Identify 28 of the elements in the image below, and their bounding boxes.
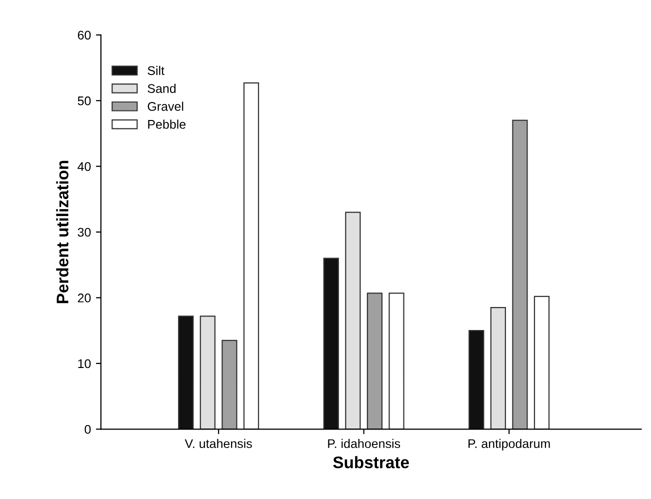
x-tick-label: P. idahoensis [328,438,400,448]
legend-label: Gravel [148,102,184,111]
bar [388,292,404,430]
legend-label: Silt [148,66,164,76]
x-axis-title: Substrate [333,456,409,468]
bar [490,307,506,430]
bar [345,212,361,430]
x-tick-label: V. utahensis [184,438,252,448]
bar [323,258,339,430]
bar [512,120,528,430]
y-tick-label: 10 [78,359,91,368]
bar [468,330,484,430]
bar [178,316,194,430]
bar [243,82,260,430]
y-tick-label: 0 [84,424,91,434]
y-tick-label: 30 [78,228,91,237]
bar [366,292,383,430]
y-tick-label: 40 [78,162,91,171]
y-tick-label: 60 [78,30,91,40]
bar [222,340,238,430]
y-axis-title: Perdent utilization [56,160,68,304]
x-tick-label: P. antipodarum [468,438,550,451]
y-tick-label: 50 [78,96,91,106]
legend-label: Pebble [148,120,186,129]
bar [200,316,216,430]
y-tick-label: 20 [78,294,91,302]
bar [534,296,550,430]
legend-label: Sand [148,84,176,93]
